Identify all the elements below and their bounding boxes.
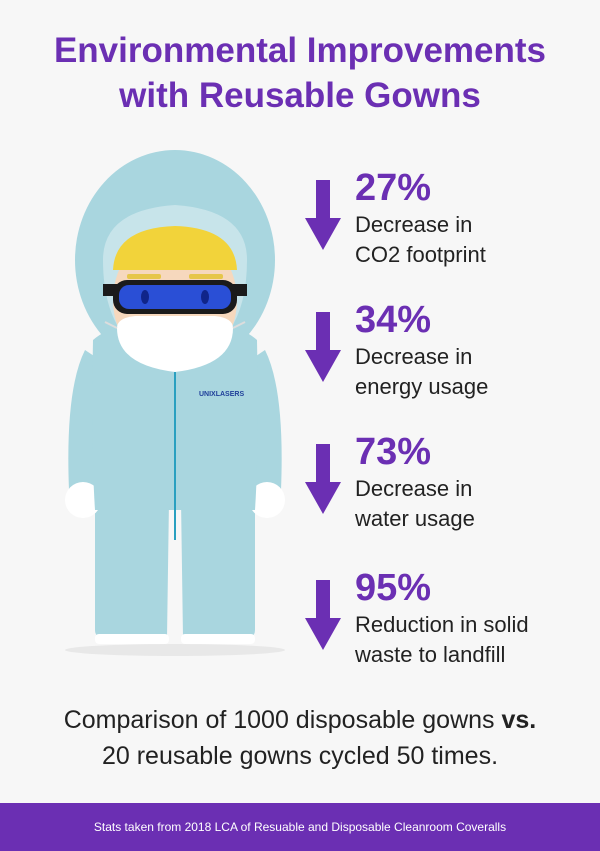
right-shoe (181, 634, 255, 644)
left-glove (65, 482, 101, 518)
down-arrow-icon (305, 180, 341, 250)
mask-strap-left (104, 321, 118, 329)
stat-value: 95% (355, 567, 432, 609)
title-line-2: with Reusable Gowns (119, 76, 481, 115)
footer-text: Stats taken from 2018 LCA of Resuable an… (93, 820, 507, 834)
comparison-note: Comparison of 1000 disposable gowns vs. … (0, 702, 600, 774)
source-footer: Stats taken from 2018 LCA of Resuable an… (0, 803, 600, 851)
down-arrow-icon (305, 580, 341, 650)
right-eye (201, 290, 209, 304)
mask-strap-right (232, 321, 246, 329)
stat-description: Decrease in energy usage (355, 342, 595, 402)
suit-legs (95, 480, 255, 638)
goggle-visor (119, 285, 231, 309)
stat-desc-line-2: waste to landfill (355, 642, 506, 667)
stat-desc-line-2: energy usage (355, 374, 489, 399)
stat-description: Decrease in CO2 footprint (355, 210, 595, 270)
left-eyebrow (127, 274, 161, 279)
comparison-text: Comparison of 1000 disposable gowns (63, 706, 502, 734)
stat-description: Reduction in solid waste to landfill (355, 610, 595, 670)
stat-desc-line-2: water usage (355, 506, 475, 531)
stat-desc-line-1: Decrease in (355, 344, 473, 369)
title-line-1: Environmental Improvements (53, 31, 547, 70)
suit-badge: UNIXLASERS (199, 391, 244, 398)
stat-value: 27% (355, 167, 432, 209)
page-title: Environmental Improvements with Reusable… (0, 28, 600, 118)
down-arrow-icon (305, 444, 341, 514)
stat-desc-line-1: Decrease in (355, 212, 473, 237)
stat-value: 73% (355, 431, 432, 473)
comparison-line-2: 20 reusable gowns cycled 50 times. (101, 742, 499, 770)
stat-value: 34% (355, 299, 432, 341)
stat-desc-line-1: Decrease in (355, 476, 473, 501)
stat-desc-line-1: Reduction in solid (355, 612, 529, 637)
stat-desc-line-2: CO2 footprint (355, 242, 486, 267)
hair (113, 226, 237, 270)
figure-shadow (65, 644, 285, 656)
left-eye (141, 290, 149, 304)
left-shoe (95, 634, 169, 644)
stat-description: Decrease in water usage (355, 474, 595, 534)
right-eyebrow (189, 274, 223, 279)
comparison-line-1: Comparison of 1000 disposable gowns vs. (0, 702, 600, 738)
right-glove (249, 482, 285, 518)
cleanroom-suit-figure: UNIXLASERS (65, 150, 285, 656)
face-mask (117, 316, 233, 372)
comparison-vs: vs. (501, 706, 537, 734)
down-arrow-icon (305, 312, 341, 382)
